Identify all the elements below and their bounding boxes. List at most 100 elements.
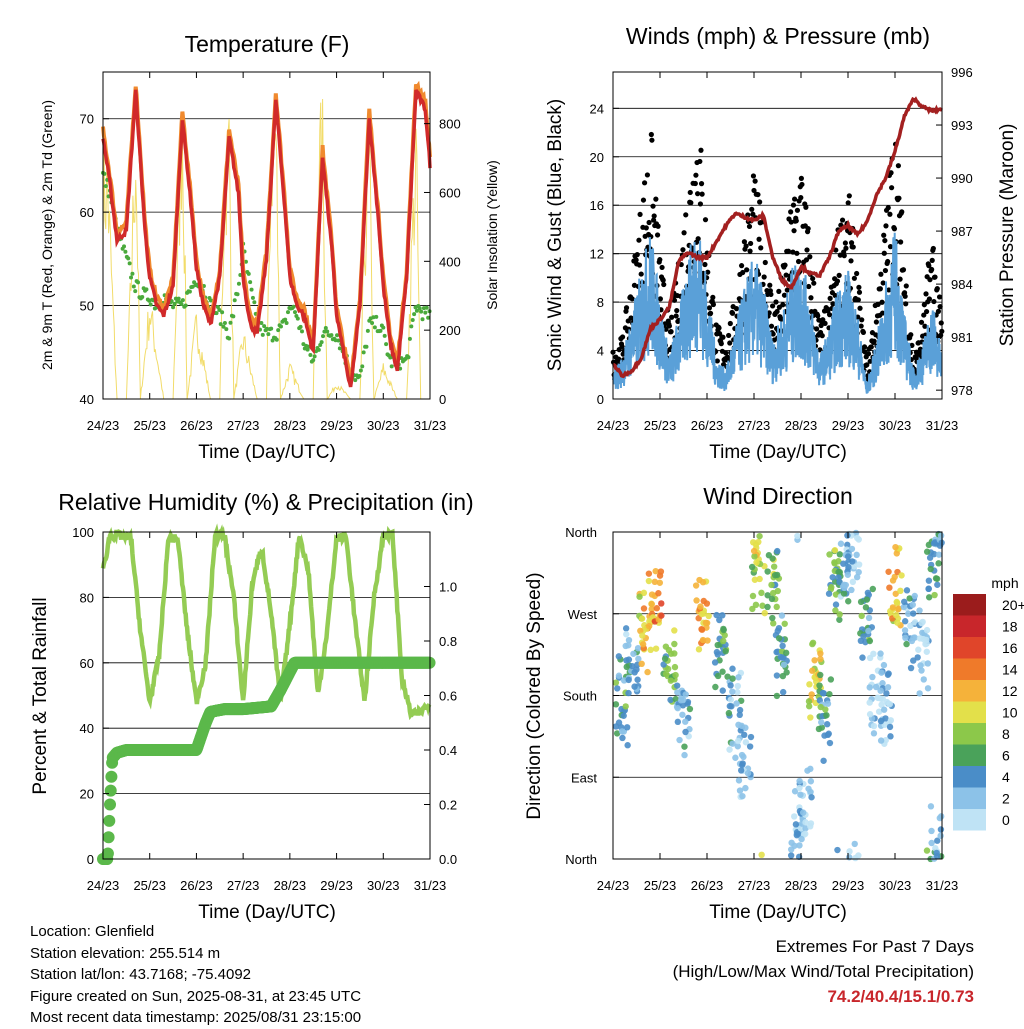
gust-point <box>695 191 701 197</box>
gust-point <box>761 274 767 280</box>
direction-point <box>699 636 707 644</box>
wind-title: Winds (mph) & Pressure (mb) <box>626 23 930 49</box>
dewpoint-point <box>374 314 379 319</box>
direction-point <box>902 634 909 642</box>
legend-label: 20+ <box>1002 597 1024 613</box>
direction-point <box>681 751 688 759</box>
direction-point <box>817 655 824 663</box>
gust-point <box>669 314 675 320</box>
gust-point <box>716 325 722 331</box>
gust-point <box>878 271 884 277</box>
direction-point <box>937 832 944 840</box>
direction-point <box>898 572 905 579</box>
direction-point <box>622 642 629 650</box>
legend-label: 2 <box>1002 790 1010 806</box>
direction-point <box>894 619 901 626</box>
dewpoint-point <box>378 328 383 333</box>
dewpoint-point <box>298 324 303 329</box>
x-tick-label: 31/23 <box>414 418 447 433</box>
gust-point <box>643 225 649 231</box>
gust-point <box>698 181 705 187</box>
direction-point <box>681 743 688 750</box>
x-tick-label: 26/23 <box>691 878 724 893</box>
direction-point <box>863 596 871 603</box>
direction-point <box>645 577 653 585</box>
dewpoint-point <box>169 299 174 304</box>
gust-point <box>752 178 758 184</box>
direction-point <box>622 625 630 632</box>
direction-point <box>859 654 866 661</box>
direction-point <box>739 760 746 767</box>
gust-point <box>921 312 927 318</box>
direction-point <box>729 665 736 672</box>
direction-point <box>910 657 917 664</box>
direction-point <box>644 668 651 676</box>
gust-point <box>877 286 883 292</box>
temp-2m-line <box>101 89 432 388</box>
gust-point <box>733 306 740 312</box>
dewpoint-point <box>248 280 253 285</box>
gust-point <box>726 332 732 339</box>
gust-point <box>803 257 810 263</box>
direction-point <box>836 551 844 558</box>
direction-point <box>697 603 704 610</box>
direction-point <box>914 654 921 661</box>
direction-point <box>674 704 681 712</box>
dewpoint-point <box>305 347 310 352</box>
gust-point <box>795 258 802 265</box>
gust-point <box>848 258 854 264</box>
direction-point <box>935 551 943 558</box>
dewpoint-point <box>335 333 340 338</box>
direction-point <box>735 721 742 729</box>
gust-point <box>744 267 750 273</box>
direction-point <box>635 655 642 663</box>
gust-point <box>834 278 841 284</box>
direction-point <box>679 711 686 718</box>
direction-point <box>779 642 786 650</box>
gust-point <box>836 272 842 278</box>
wind-ylabel-right: Station Pressure (Maroon) <box>997 124 1018 347</box>
gust-point <box>688 200 694 206</box>
direction-point <box>713 648 721 656</box>
direction-point <box>702 619 710 626</box>
latlon-text: Station lat/lon: 43.7168; -75.4092 <box>30 966 252 983</box>
direction-point <box>849 558 856 565</box>
gust-point <box>895 163 901 169</box>
gust-point <box>785 248 792 254</box>
gust-point <box>776 288 782 294</box>
direction-point <box>751 553 758 560</box>
direction-point <box>744 770 752 777</box>
temperature-panel: Temperature (F) 40 50 60 70 0 200 400 600 800 24/… <box>39 31 500 463</box>
direction-point <box>684 698 692 706</box>
gust-point <box>826 312 833 318</box>
direction-tick-label: North <box>565 852 597 867</box>
direction-point <box>807 765 814 773</box>
dewpoint-point <box>308 353 313 358</box>
x-tick-label: 29/23 <box>320 878 353 893</box>
direction-point <box>892 543 899 551</box>
direction-point <box>625 689 632 697</box>
gust-point <box>798 195 804 201</box>
gust-point <box>762 259 768 266</box>
humidity-xlabel: Time (Day/UTC) <box>198 902 336 923</box>
gust-point <box>637 211 643 218</box>
direction-point <box>823 721 831 728</box>
gust-point <box>818 322 824 329</box>
dewpoint-point <box>176 296 181 301</box>
elevation-text: Station elevation: 255.514 m <box>30 944 221 962</box>
direction-point <box>807 714 814 721</box>
direction-point <box>735 674 742 681</box>
dewpoint-point <box>208 298 213 303</box>
direction-point <box>633 666 640 673</box>
gust-point <box>864 362 870 368</box>
dewpoint-point <box>249 287 254 292</box>
gust-point <box>750 173 757 179</box>
extremes-title: Extremes For Past 7 Days <box>775 937 974 956</box>
direction-point <box>674 689 681 696</box>
direction-point <box>828 584 835 591</box>
direction-point <box>901 598 908 605</box>
direction-point <box>699 579 707 586</box>
direction-point <box>840 590 848 597</box>
gust-point <box>875 301 881 307</box>
gust-point <box>858 323 864 329</box>
